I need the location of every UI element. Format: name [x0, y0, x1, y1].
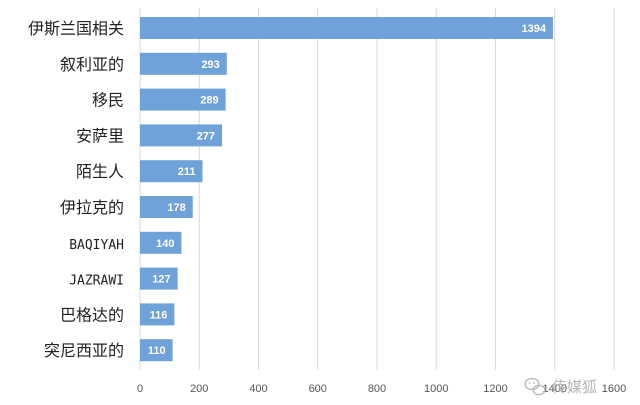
- bar: [140, 160, 203, 183]
- category-label: 安萨里: [76, 126, 124, 145]
- x-axis-tick-labels: 0 200 400 600 800 1000 1200 1400 1600: [137, 383, 626, 395]
- x-tick-label: 1200: [483, 383, 507, 395]
- data-labels: 1394 293 289 277 211 178 140 127 116 110: [148, 23, 547, 357]
- category-label: 陌生人: [76, 162, 124, 181]
- watermark-text: 传媒狐: [552, 378, 597, 396]
- x-tick-label: 200: [190, 383, 208, 395]
- wechat-icon: [524, 377, 546, 396]
- x-tick-label: 0: [137, 383, 143, 395]
- data-label: 178: [167, 202, 185, 214]
- x-tick-label: 1600: [602, 383, 626, 395]
- category-label: BAQIYAH: [69, 238, 124, 253]
- bar: [140, 267, 178, 290]
- category-label: 巴格达的: [60, 305, 124, 324]
- category-label: 突尼西亚的: [44, 341, 124, 360]
- data-label: 1394: [521, 23, 546, 35]
- data-label: 127: [152, 274, 170, 286]
- category-label: 移民: [92, 91, 124, 110]
- watermark: 传媒狐: [524, 377, 597, 396]
- category-label: 伊斯兰国相关: [28, 19, 124, 38]
- category-label: 伊拉克的: [60, 198, 124, 217]
- data-label: 140: [156, 238, 174, 250]
- bar: [140, 231, 182, 254]
- data-label: 116: [150, 309, 168, 321]
- category-label: 叙利亚的: [60, 55, 124, 74]
- x-tick-label: 400: [249, 383, 267, 395]
- bar: [140, 196, 193, 218]
- data-label: 110: [148, 345, 166, 357]
- bar: [140, 17, 553, 39]
- bar: [140, 303, 175, 326]
- x-tick-label: 1400: [543, 383, 567, 395]
- x-tick-label: 800: [368, 383, 386, 395]
- bars: [140, 17, 553, 362]
- x-tick-label: 1000: [424, 383, 448, 395]
- data-label: 289: [200, 95, 218, 107]
- category-label: JAZRAWI: [69, 274, 124, 289]
- data-label: 277: [197, 130, 215, 142]
- data-label: 293: [201, 59, 219, 71]
- x-tick-label: 600: [309, 383, 327, 395]
- data-label: 211: [178, 166, 196, 178]
- bar: [140, 52, 227, 75]
- bar: [140, 339, 173, 362]
- bar: [140, 124, 223, 147]
- bar: [140, 88, 226, 111]
